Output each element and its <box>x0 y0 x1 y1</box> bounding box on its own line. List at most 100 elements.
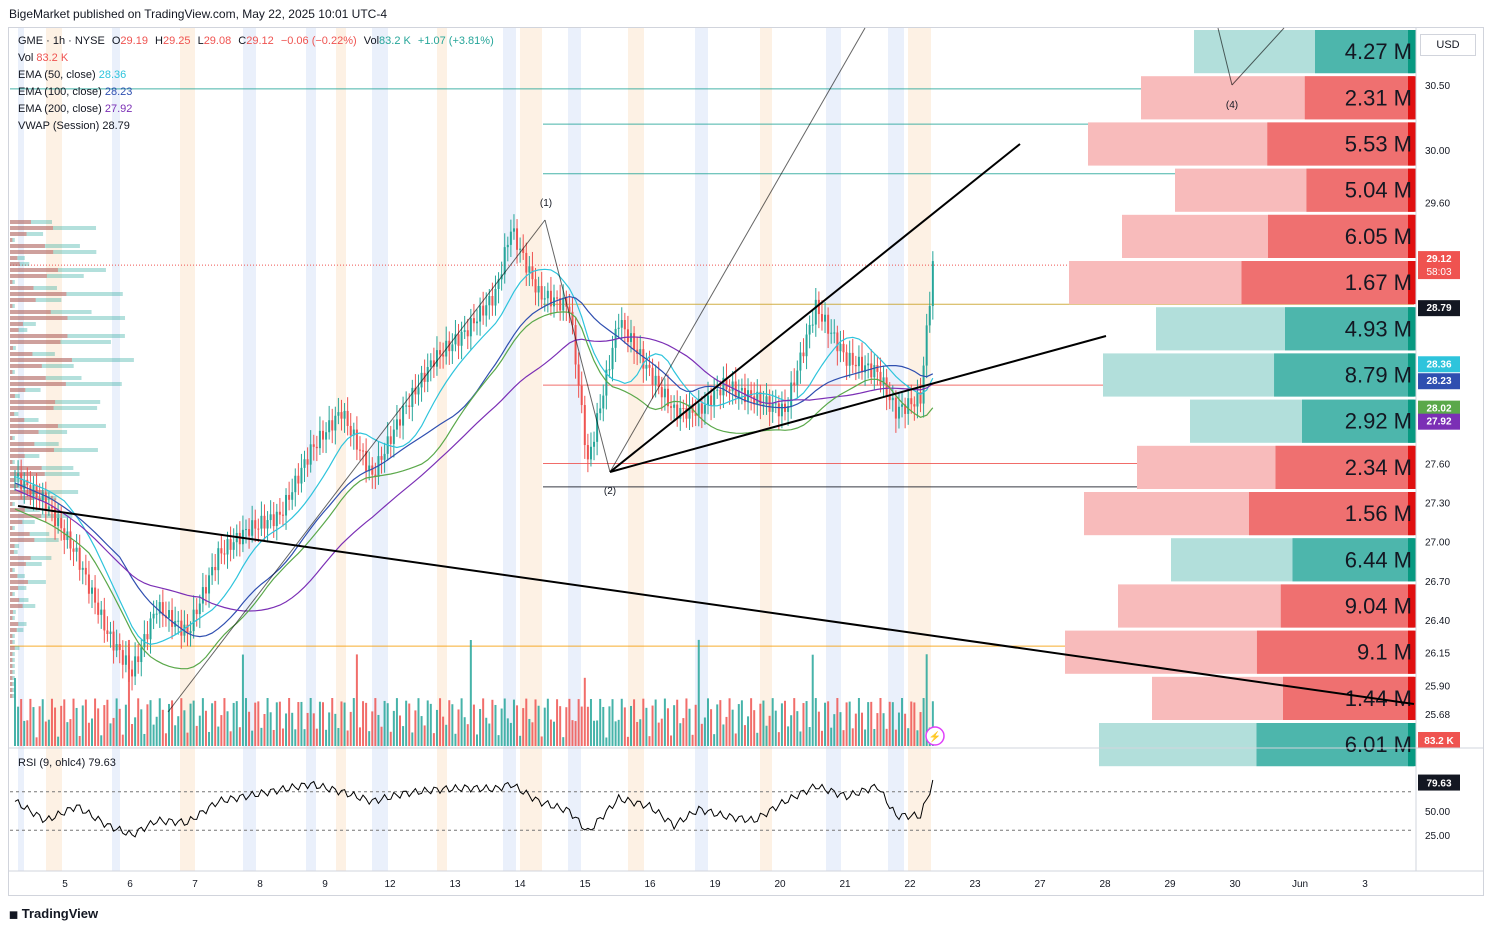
candle-body <box>586 445 589 460</box>
volume-bar <box>195 725 198 746</box>
candle-body <box>617 327 620 329</box>
volume-bar <box>340 701 343 746</box>
volume-bar <box>882 713 885 746</box>
legend-ema100[interactable]: EMA (100, close) 28.23 <box>18 86 133 98</box>
volume-bar <box>596 720 599 746</box>
candle-body <box>728 389 731 392</box>
candle-body <box>137 656 140 663</box>
candle-body <box>654 375 657 385</box>
candle-body <box>161 602 164 616</box>
candle-body <box>854 364 857 367</box>
volume-bar <box>777 732 780 746</box>
profile-row-label: 2.34 M <box>1345 455 1412 480</box>
legend-ema50[interactable]: EMA (50, close) 28.36 <box>18 69 127 81</box>
candle-body <box>743 387 746 403</box>
candle-body <box>257 528 260 530</box>
candle-body <box>907 398 910 414</box>
volume-bar <box>519 735 522 746</box>
candle-body <box>340 412 343 419</box>
left-profile-bar <box>10 694 15 698</box>
candle-body <box>131 669 134 677</box>
candle-body <box>189 631 192 634</box>
volume-bar <box>626 736 629 746</box>
volume-bar <box>263 714 266 746</box>
left-profile-bar <box>10 406 54 410</box>
left-profile-bar <box>10 400 101 404</box>
candle-body <box>297 475 300 484</box>
candle-body <box>506 244 509 248</box>
volume-bar <box>389 731 392 746</box>
candle-body <box>420 372 423 388</box>
volume-bar <box>734 733 737 746</box>
volume-bar <box>685 698 688 746</box>
volume-bar <box>602 706 605 746</box>
left-profile-bar <box>10 322 23 326</box>
profile-row-dominant <box>1306 168 1414 212</box>
candle-body <box>266 520 269 529</box>
left-profile-bar <box>10 478 15 482</box>
currency-button[interactable]: USD <box>1420 34 1476 56</box>
rsi-badge-label: 79.63 <box>1426 779 1451 790</box>
volume-bar <box>833 714 836 746</box>
volume-bar <box>780 703 783 746</box>
volume-bar <box>836 698 839 746</box>
volume-bar <box>118 708 121 746</box>
candle-body <box>275 511 278 527</box>
volume-bar <box>700 723 703 746</box>
volume-bar <box>531 722 534 746</box>
price-tick-label: 27.30 <box>1425 499 1450 510</box>
left-profile-bar <box>10 574 18 578</box>
candle-body <box>294 475 297 493</box>
symbol-label[interactable]: GME · 1h · NYSE <box>18 35 105 47</box>
volume-bar <box>318 701 321 746</box>
profile-row-edge <box>1408 122 1416 166</box>
profile-row-dominant <box>1315 30 1414 74</box>
candle-body <box>75 547 78 552</box>
candle-body <box>377 456 380 477</box>
volume-bar <box>913 702 916 746</box>
volume-bar <box>198 715 201 746</box>
candle-body <box>509 231 512 245</box>
left-profile-bar <box>10 268 58 272</box>
candle-body <box>328 420 331 433</box>
candle-body <box>694 412 697 416</box>
chart-frame[interactable] <box>8 27 1484 896</box>
volume-bar <box>223 698 226 746</box>
candle-body <box>469 318 472 337</box>
candle-body <box>531 266 534 280</box>
volume-bar <box>688 708 691 746</box>
left-profile-bar <box>10 646 20 650</box>
volume-bar <box>251 730 254 746</box>
volume-bar <box>630 705 632 746</box>
legend-ema200[interactable]: EMA (200, close) 27.92 <box>18 103 133 115</box>
legend-vwap[interactable]: VWAP (Session) 28.79 <box>18 120 130 132</box>
left-profile-bar <box>10 292 67 296</box>
candle-body <box>402 405 405 426</box>
tv-logo-icon: ◼ <box>9 909 19 921</box>
legend-rsi[interactable]: RSI (9, ohlc4) 79.63 <box>18 757 116 769</box>
profile-row-label: 5.53 M <box>1345 132 1412 157</box>
volume-bar <box>707 698 709 746</box>
volume-bar <box>802 703 805 746</box>
volume-bar <box>648 736 651 746</box>
legend-vol[interactable]: Vol 83.2 K <box>18 52 69 64</box>
candle-body <box>873 365 876 378</box>
candle-body <box>602 395 605 409</box>
left-profile-bar <box>10 280 15 284</box>
left-profile-bar <box>10 556 31 560</box>
volume-bar <box>81 705 84 746</box>
volume-bar <box>931 701 934 746</box>
volume-bar <box>586 706 589 746</box>
price-badge <box>1418 251 1460 280</box>
left-profile-bar <box>10 238 13 242</box>
volume-bar <box>500 708 503 746</box>
volume-bar <box>762 700 765 746</box>
candle-body <box>322 430 324 440</box>
volume-bar <box>399 715 401 746</box>
volume-bar <box>694 704 697 746</box>
candle-body <box>888 396 891 401</box>
candle-body <box>245 529 247 531</box>
candle-body <box>371 465 374 475</box>
volume-bar <box>75 707 78 746</box>
